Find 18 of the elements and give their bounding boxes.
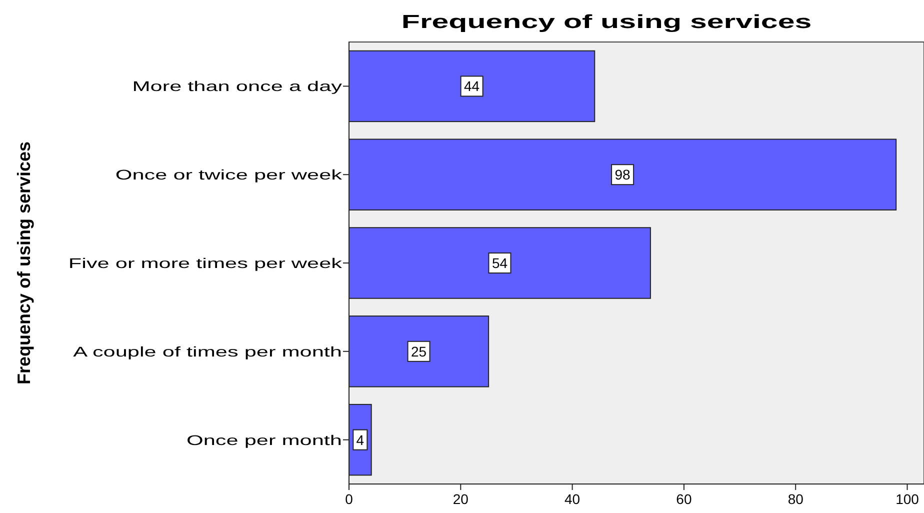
y-axis-title: Frequency of using services <box>14 141 34 385</box>
data-label: 98 <box>614 166 631 183</box>
y-tick-label: A couple of times per month <box>73 343 342 360</box>
data-label: 54 <box>492 255 508 271</box>
x-tick-label: 100 <box>896 491 920 507</box>
chart-title: Frequency of using services <box>401 12 812 32</box>
y-tick-label: Five or more times per week <box>68 254 344 272</box>
data-label: 4 <box>356 432 364 448</box>
data-label: 25 <box>410 343 427 360</box>
data-label: 44 <box>464 78 480 94</box>
x-tick-label: 80 <box>788 491 804 507</box>
x-tick-label: 40 <box>564 491 580 507</box>
y-tick-label: Once per month <box>186 432 342 448</box>
x-tick-label: 60 <box>676 491 692 507</box>
x-tick-label: 20 <box>452 491 469 507</box>
x-tick-label: 0 <box>345 491 354 507</box>
y-tick-label: More than once a day <box>132 78 344 94</box>
y-tick-label: Once or twice per week <box>115 166 344 183</box>
